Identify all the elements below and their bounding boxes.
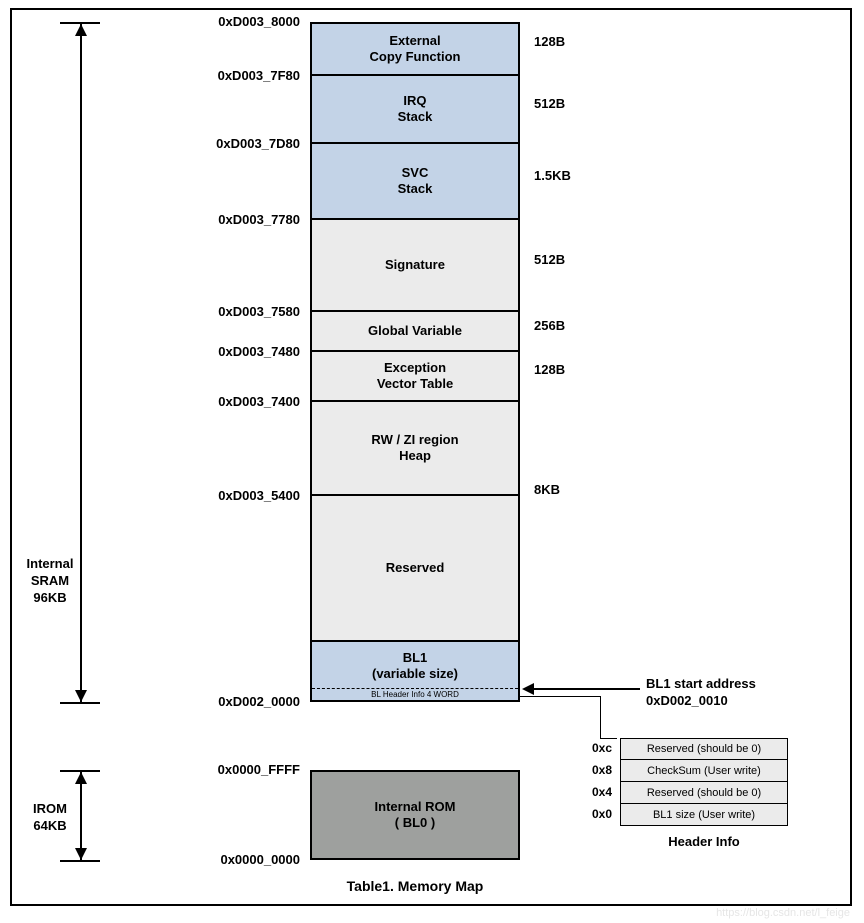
address-label: 0xD003_7480 <box>190 344 300 359</box>
range-line <box>80 24 82 702</box>
pointer-line <box>524 688 640 690</box>
mem-block-label: Signature <box>385 257 445 273</box>
connector-line <box>600 696 601 738</box>
range-line <box>80 772 82 860</box>
bl-header-info-strip: BL Header Info 4 WORD <box>312 688 518 700</box>
size-label: 512B <box>534 252 565 267</box>
tick <box>60 860 100 862</box>
mem-block-bl1: BL1(variable size) BL Header Info 4 WORD <box>310 642 520 702</box>
header-info-row: CheckSum (User write) <box>620 760 788 782</box>
mem-block-label: IRQStack <box>398 93 433 126</box>
address-label: 0xD002_0000 <box>190 694 300 709</box>
size-label: 128B <box>534 362 565 377</box>
mem-block-global-var: Global Variable <box>310 312 520 352</box>
address-label: 0xD003_7780 <box>190 212 300 227</box>
memory-map-diagram: ExternalCopy Function IRQStack SVCStack Sig… <box>0 0 864 923</box>
size-label: 1.5KB <box>534 168 571 183</box>
watermark: https://blog.csdn.net/l_feige <box>716 907 850 919</box>
size-label: 256B <box>534 318 565 333</box>
irom-block: Internal ROM( BL0 ) <box>310 770 520 860</box>
size-label: 128B <box>534 34 565 49</box>
mem-block-rwzi-heap: RW / ZI regionHeap <box>310 402 520 496</box>
arrow-down-icon <box>75 848 87 860</box>
address-label: 0xD003_7580 <box>190 304 300 319</box>
address-label: 0xD003_7F80 <box>190 68 300 83</box>
address-label: 0xD003_8000 <box>190 14 300 29</box>
header-offset: 0xc <box>582 741 612 755</box>
irom-label: Internal ROM( BL0 ) <box>375 799 456 832</box>
mem-block-label: BL1(variable size) <box>372 650 458 683</box>
header-offset: 0x4 <box>582 785 612 799</box>
connector-line <box>600 738 617 739</box>
address-label: 0xD003_5400 <box>190 488 300 503</box>
mem-block-irq-stack: IRQStack <box>310 76 520 144</box>
mem-block-svc-stack: SVCStack <box>310 144 520 220</box>
sram-range-label: InternalSRAM96KB <box>22 556 78 607</box>
mem-block-label: Reserved <box>386 560 445 576</box>
header-info-row: Reserved (should be 0) <box>620 738 788 760</box>
header-info-title: Header Info <box>620 834 788 849</box>
mem-block-label: ExternalCopy Function <box>370 33 461 66</box>
mem-block-label: Global Variable <box>368 323 462 339</box>
tick <box>60 702 100 704</box>
address-label: 0xD003_7400 <box>190 394 300 409</box>
address-label: 0xD003_7D80 <box>190 136 300 151</box>
mem-block-exc-vect: ExceptionVector Table <box>310 352 520 402</box>
bl1-start-address-label: BL1 start address0xD002_0010 <box>646 676 756 710</box>
header-offset: 0x8 <box>582 763 612 777</box>
arrow-left-icon <box>522 683 534 695</box>
connector-line <box>520 696 600 697</box>
size-label: 8KB <box>534 482 560 497</box>
mem-block-ext-copy: ExternalCopy Function <box>310 22 520 76</box>
header-offset: 0x0 <box>582 807 612 821</box>
address-label: 0x0000_0000 <box>190 852 300 867</box>
arrow-up-icon <box>75 24 87 36</box>
mem-block-label: ExceptionVector Table <box>377 360 453 393</box>
arrow-up-icon <box>75 772 87 784</box>
irom-range-label: IROM64KB <box>22 801 78 835</box>
address-label: 0x0000_FFFF <box>190 762 300 777</box>
header-info-row: BL1 size (User write) <box>620 804 788 826</box>
table-caption: Table1. Memory Map <box>310 878 520 894</box>
header-info-row: Reserved (should be 0) <box>620 782 788 804</box>
mem-block-signature: Signature <box>310 220 520 312</box>
mem-block-reserved: Reserved <box>310 496 520 642</box>
size-label: 512B <box>534 96 565 111</box>
arrow-down-icon <box>75 690 87 702</box>
mem-block-label: RW / ZI regionHeap <box>371 432 458 465</box>
mem-block-label: SVCStack <box>398 165 433 198</box>
